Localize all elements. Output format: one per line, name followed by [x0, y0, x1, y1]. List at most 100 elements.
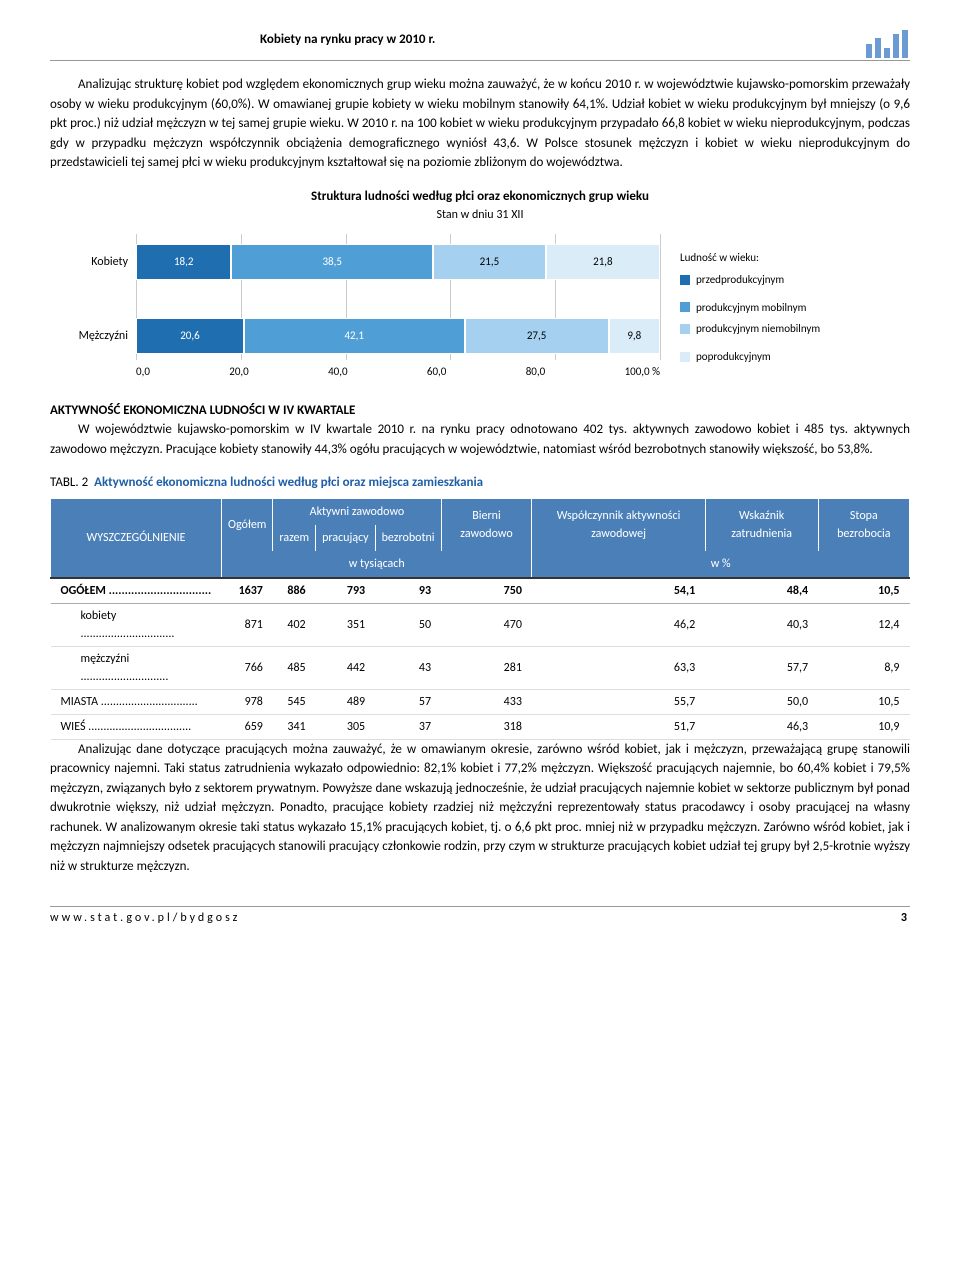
legend-swatch — [680, 275, 690, 285]
th-unit-tys: w tysiącach — [222, 551, 532, 578]
row-label: mężczyźni ............................. — [51, 646, 222, 689]
th-bierni: Bierni zawodowo — [441, 499, 532, 551]
axis-tick-label: 40,0 — [328, 364, 347, 381]
intro-paragraph: Analizując strukturę kobiet pod względem… — [50, 75, 910, 173]
cell-value: 305 — [316, 714, 376, 739]
cell-value: 10,5 — [818, 689, 909, 714]
section2-paragraph: W województwie kujawsko-pomorskim w IV k… — [50, 420, 910, 459]
cell-value: 793 — [316, 578, 376, 604]
bar-category-label: Kobiety — [50, 253, 136, 271]
th-wyszcz: WYSZCZEGÓLNIENIE — [51, 499, 222, 578]
bar-segment: 21,8 — [546, 244, 660, 280]
legend-item: produkcyjnym niemobilnym — [680, 319, 820, 339]
legend-title: Ludność w wieku: — [680, 248, 820, 268]
legend-label: produkcyjnym niemobilnym — [696, 319, 820, 339]
cell-value: 48,4 — [705, 578, 818, 604]
cell-value: 341 — [273, 714, 316, 739]
cell-value: 351 — [316, 603, 376, 646]
axis-tick-label: 60,0 — [427, 364, 446, 381]
bar-segment: 18,2 — [136, 244, 231, 280]
cell-value: 442 — [316, 646, 376, 689]
stacked-bar-chart: Kobiety18,238,521,521,8 Mężczyźni20,642,1… — [50, 234, 910, 381]
cell-value: 871 — [222, 603, 273, 646]
bar-track: 18,238,521,521,8 — [136, 240, 660, 284]
data-table: WYSZCZEGÓLNIENIE Ogółem Aktywni zawodowo… — [50, 499, 910, 740]
bar-track: 20,642,127,59,8 — [136, 314, 660, 358]
section-heading: AKTYWNOŚĆ EKONOMICZNA LUDNOŚCI W IV KWAR… — [50, 401, 910, 421]
cell-value: 485 — [273, 646, 316, 689]
cell-value: 10,5 — [818, 578, 909, 604]
row-label: WIEŚ .................................. — [51, 714, 222, 739]
axis-tick-label: 100,0 % — [625, 364, 660, 381]
chart-title: Struktura ludności według płci oraz ekon… — [50, 187, 910, 207]
cell-value: 8,9 — [818, 646, 909, 689]
cell-value: 281 — [441, 646, 532, 689]
cell-value: 433 — [441, 689, 532, 714]
table-caption-text: Aktywność ekonomiczna ludności według pł… — [94, 475, 483, 490]
th-wspol: Współczynnik aktywności zawodowej — [532, 499, 705, 551]
cell-value: 886 — [273, 578, 316, 604]
bar-segment: 38,5 — [231, 244, 433, 280]
bar-segment: 27,5 — [465, 318, 609, 354]
th-unit-pct: w % — [532, 551, 910, 578]
table-header: WYSZCZEGÓLNIENIE Ogółem Aktywni zawodowo… — [51, 499, 910, 578]
page-footer: www.stat.gov.pl/bydgosz 3 — [50, 906, 910, 927]
cell-value: 978 — [222, 689, 273, 714]
legend-label: przedprodukcyjnym — [696, 270, 784, 290]
table-row: mężczyźni .............................7… — [51, 646, 910, 689]
axis-tick-label: 0,0 — [136, 364, 150, 381]
cell-value: 12,4 — [818, 603, 909, 646]
legend-swatch — [680, 302, 690, 312]
cell-value: 659 — [222, 714, 273, 739]
cell-value: 766 — [222, 646, 273, 689]
legend-label: poprodukcyjnym — [696, 347, 771, 367]
cell-value: 37 — [375, 714, 441, 739]
legend-label: produkcyjnym mobilnym — [696, 298, 806, 318]
cell-value: 10,9 — [818, 714, 909, 739]
cell-value: 93 — [375, 578, 441, 604]
cell-value: 489 — [316, 689, 376, 714]
legend-swatch — [680, 324, 690, 334]
logo-bars-icon — [866, 30, 910, 58]
cell-value: 43 — [375, 646, 441, 689]
cell-value: 402 — [273, 603, 316, 646]
th-razem: razem — [273, 525, 316, 551]
cell-value: 46,3 — [705, 714, 818, 739]
cell-value: 40,3 — [705, 603, 818, 646]
bar-row: Mężczyźni20,642,127,59,8 — [50, 308, 660, 364]
chart-legend: Ludność w wieku: przedprodukcyjnym produk… — [660, 234, 820, 369]
row-label: OGÓŁEM ................................ — [51, 578, 222, 604]
row-label: kobiety ............................... — [51, 603, 222, 646]
table-row: kobiety ...............................8… — [51, 603, 910, 646]
table-row: WIEŚ ..................................6… — [51, 714, 910, 739]
bar-segment: 21,5 — [433, 244, 546, 280]
footer-url: www.stat.gov.pl/bydgosz — [50, 909, 240, 927]
header-title: Kobiety na rynku pracy w 2010 r. — [260, 30, 435, 50]
axis-tick-label: 80,0 — [526, 364, 545, 381]
legend-item: produkcyjnym mobilnym — [680, 298, 820, 318]
row-label: MIASTA ................................ — [51, 689, 222, 714]
cell-value: 50,0 — [705, 689, 818, 714]
cell-value: 57 — [375, 689, 441, 714]
legend-item: poprodukcyjnym — [680, 347, 820, 367]
bar-segment: 20,6 — [136, 318, 244, 354]
cell-value: 57,7 — [705, 646, 818, 689]
th-ogolem: Ogółem — [222, 499, 273, 551]
page-header: Kobiety na rynku pracy w 2010 r. — [50, 30, 910, 61]
cell-value: 54,1 — [532, 578, 705, 604]
legend-swatch — [680, 352, 690, 362]
table-caption: TABL. 2 Aktywność ekonomiczna ludności w… — [50, 473, 910, 493]
th-bezr: bezrobotni — [375, 525, 441, 551]
cell-value: 470 — [441, 603, 532, 646]
table-row: OGÓŁEM ................................1… — [51, 578, 910, 604]
bar-segment: 42,1 — [244, 318, 465, 354]
legend-item: przedprodukcyjnym — [680, 270, 820, 290]
cell-value: 50 — [375, 603, 441, 646]
th-stopa: Stopa bezrobocia — [818, 499, 909, 551]
cell-value: 55,7 — [532, 689, 705, 714]
th-aktywni: Aktywni zawodowo — [273, 499, 441, 525]
table-number: TABL. 2 — [50, 475, 88, 490]
cell-value: 1637 — [222, 578, 273, 604]
cell-value: 51,7 — [532, 714, 705, 739]
cell-value: 63,3 — [532, 646, 705, 689]
